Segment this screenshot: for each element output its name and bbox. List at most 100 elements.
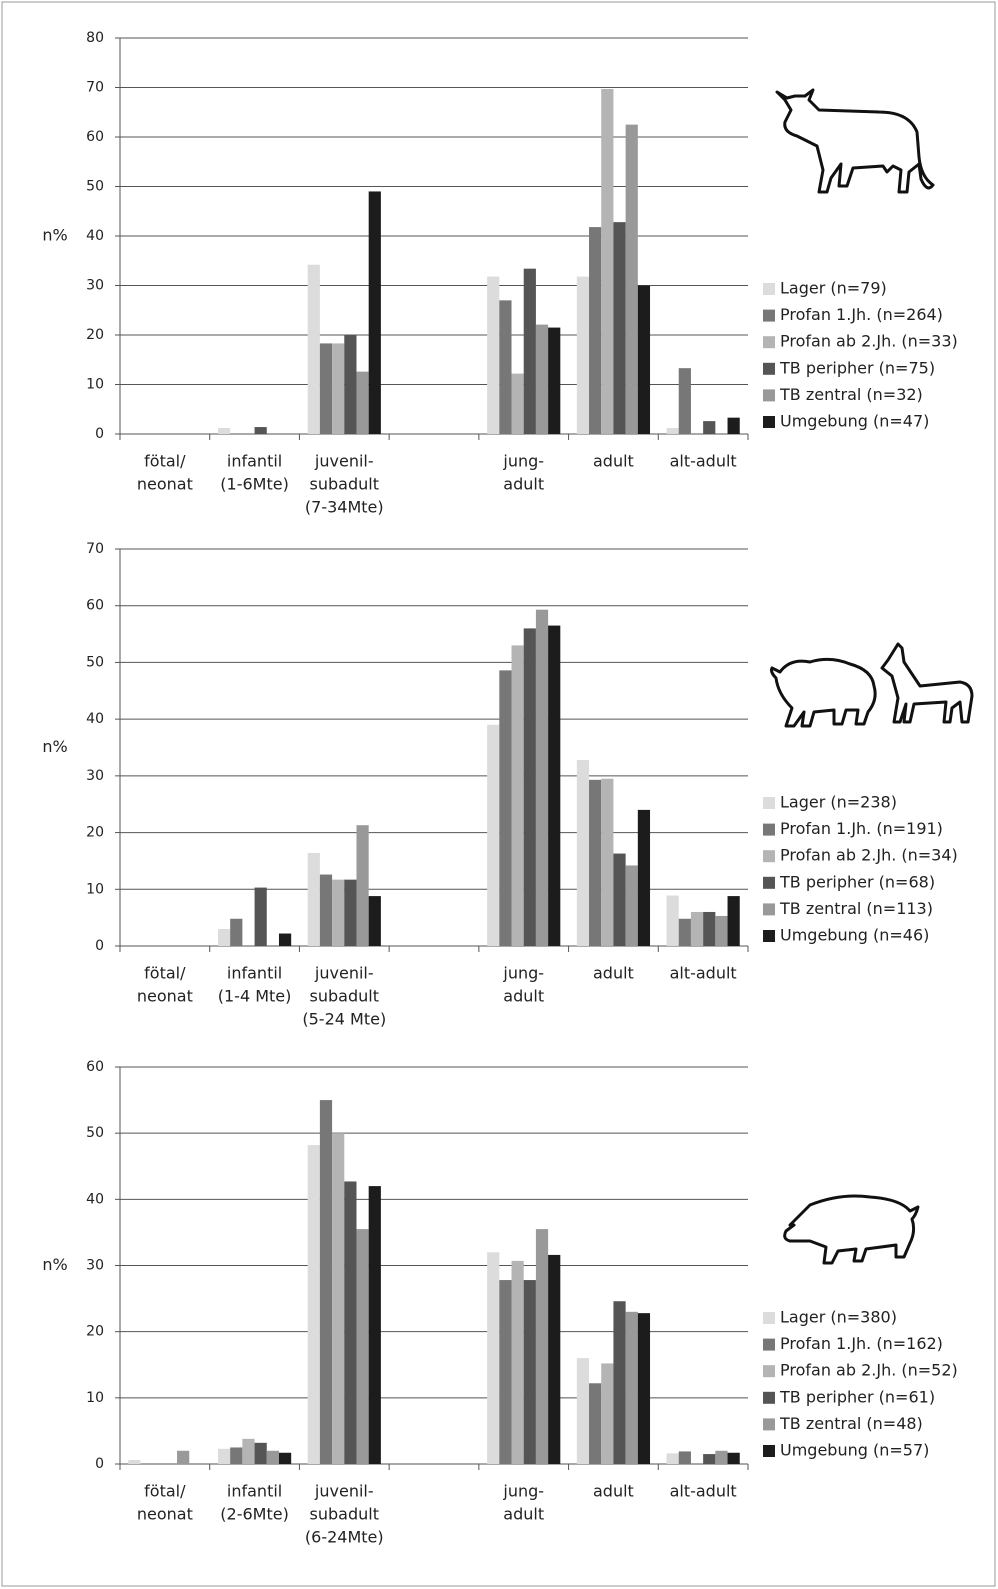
y-tick-label: 50 [86,1125,104,1141]
legend-label: Profan 1.Jh. (n=191) [780,819,943,838]
bar [666,1453,679,1464]
legend-swatch [763,1445,775,1457]
y-tick-label: 0 [95,938,104,954]
y-tick-label: 10 [86,377,104,393]
bar [613,222,626,434]
bar [535,1229,549,1464]
y-tick-label: 30 [86,278,104,294]
bar [307,1145,320,1464]
legend-label: Umgebung (n=46) [780,926,929,945]
legend-swatch [763,1418,775,1431]
bar [499,1280,512,1464]
legend-swatch [763,823,775,836]
y-tick-label: 60 [86,129,104,145]
legend-label: TB zentral (n=48) [779,1414,923,1433]
bar [715,1450,728,1464]
bar [511,1260,524,1464]
bar [319,1100,333,1464]
y-tick-label: 20 [86,1324,104,1340]
bar [177,1450,190,1464]
bar [637,809,651,946]
x-tick-label: jung- [502,1482,544,1501]
bar [230,918,243,946]
y-tick-label: 60 [86,598,104,614]
x-tick-label: infantil [227,1482,282,1501]
bar [678,918,691,946]
bar [703,911,716,946]
x-tick-label: (7-34Mte) [305,498,384,517]
goat-icon [880,642,974,724]
legend-swatch [763,283,775,295]
y-tick-label: 10 [86,1390,104,1406]
y-tick-label: 40 [86,711,104,727]
bar [523,628,536,946]
bar [230,1447,243,1464]
bar [368,896,381,946]
x-tick-label: infantil [227,964,282,983]
legend-label: TB zentral (n=32) [779,385,923,404]
legend-swatch [763,797,775,809]
legend-swatch [763,389,775,402]
bar [307,852,320,946]
bar [589,779,602,946]
bar [727,417,740,434]
bar [535,609,549,946]
x-tick-label: neonat [137,987,193,1006]
x-tick-label: jung- [502,964,544,983]
bar [523,1280,536,1464]
legend-swatch [763,930,775,942]
x-tick-label: alt-adult [670,964,737,983]
x-tick-label: subadult [310,1505,379,1524]
bar [678,1451,691,1464]
bar [254,887,267,946]
legend-label: Lager (n=380) [780,1308,897,1327]
y-tick-label: 40 [86,1191,104,1207]
x-tick-label: fötal/ [144,1482,186,1501]
sheep-icon [770,657,877,728]
bar [356,371,369,434]
x-tick-label: juvenil- [314,452,374,471]
legend-swatch [763,876,775,889]
x-tick-label: (5-24 Mte) [302,1010,386,1029]
bar [332,879,345,946]
bar [278,1452,292,1464]
bar [356,1229,369,1464]
bar [576,1358,590,1464]
bar [548,327,561,434]
x-tick-label: juvenil- [314,1482,374,1501]
y-tick-label: 70 [86,541,104,557]
legend-swatch [763,416,775,428]
y-tick-label: 60 [86,1059,104,1075]
legend-label: Profan 1.Jh. (n=264) [780,305,943,324]
legend-label: TB peripher (n=61) [779,1387,935,1406]
bar [278,933,292,946]
bar [637,285,651,434]
bar [368,1186,381,1464]
bar [666,895,679,946]
legend-swatch [763,1312,775,1324]
legend-label: Profan ab 2.Jh. (n=52) [780,1361,958,1380]
bar [703,421,716,434]
bar [499,670,512,946]
bar [128,1460,141,1464]
bar [576,759,590,946]
x-tick-label: (6-24Mte) [305,1528,384,1547]
legend-label: Profan 1.Jh. (n=162) [780,1334,943,1353]
legend-swatch [763,1338,775,1351]
bar [511,645,524,946]
legend-label: TB peripher (n=75) [779,358,935,377]
bar [344,879,357,946]
x-tick-label: adult [503,475,544,494]
y-tick-label: 50 [86,179,104,195]
legend-label: Umgebung (n=47) [780,412,929,431]
bar [344,335,357,434]
x-tick-label: (1-4 Mte) [218,987,292,1006]
x-tick-label: neonat [137,475,193,494]
bar [727,896,740,946]
cow-icon [775,88,935,194]
bar [548,1254,561,1464]
bar [487,276,500,434]
bar [601,88,614,435]
